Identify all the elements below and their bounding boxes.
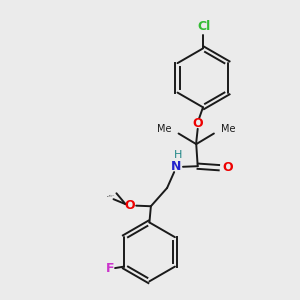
Text: H: H (174, 150, 182, 160)
Text: N: N (171, 160, 182, 173)
Text: methoxy: methoxy (107, 196, 113, 197)
Text: Me: Me (221, 124, 235, 134)
Text: O: O (124, 199, 135, 212)
Text: methoxy: methoxy (109, 194, 115, 196)
Text: Me: Me (157, 124, 172, 134)
Text: O: O (192, 117, 203, 130)
Text: F: F (106, 262, 114, 275)
Text: Cl: Cl (198, 20, 211, 33)
Text: O: O (222, 161, 233, 174)
